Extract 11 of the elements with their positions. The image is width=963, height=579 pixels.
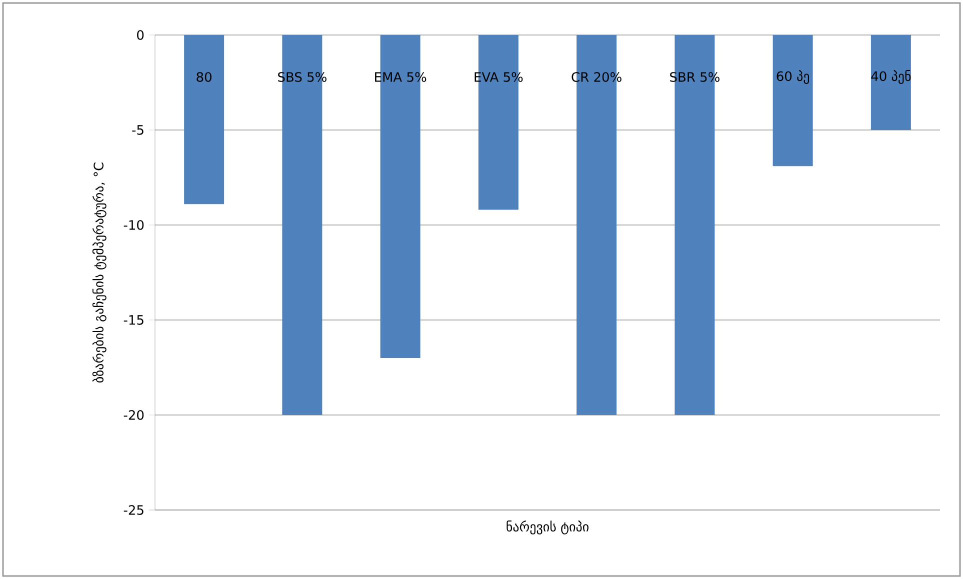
y-tick-label: -15 bbox=[124, 315, 144, 325]
x-axis-title: ნარევის ტიპი bbox=[506, 520, 588, 534]
y-tick-label: -5 bbox=[132, 125, 144, 135]
x-tick-label: 80 bbox=[196, 72, 212, 82]
x-tick-label: 40 პენ bbox=[871, 70, 911, 84]
y-tick-label: 0 bbox=[137, 30, 144, 40]
x-tick-label: 60 პე bbox=[776, 70, 809, 84]
y-axis-title: ბზარების გაჩენის ტემპერატურა, °C bbox=[92, 162, 106, 383]
y-tick-label: -20 bbox=[124, 410, 144, 420]
y-tick-label: -10 bbox=[124, 220, 144, 230]
y-tick-label: -25 bbox=[124, 505, 144, 515]
